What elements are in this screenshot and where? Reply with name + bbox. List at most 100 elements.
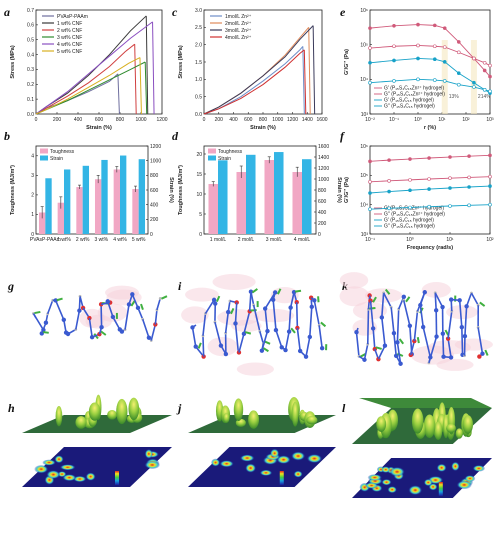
bond: [202, 335, 205, 357]
contour-blob: [85, 472, 96, 481]
hydrogen-bond-marker: [140, 303, 144, 311]
surface-peak: [411, 408, 424, 434]
bond: [458, 300, 463, 328]
f-legend-label: G' (P₁₅S₄C₁₅ hydrogel): [384, 218, 434, 224]
a-xtick-label: 400: [74, 117, 83, 123]
hydrogen-bond-marker: [375, 346, 382, 350]
contour-blob: [59, 464, 76, 471]
hydrogen-bond-marker: [244, 331, 252, 335]
b-category-label: 4 wt%: [113, 237, 127, 243]
hydrogen-bond-marker: [276, 288, 282, 295]
hydrogen-bond-marker: [161, 295, 168, 300]
b-y2tick-label: 400: [150, 202, 159, 208]
f-legend-label: G'' (P₁₅S₄C₁₅ hydrogel): [384, 224, 435, 230]
panel-label-b: b: [4, 129, 10, 143]
contour-blob: [293, 470, 303, 478]
c-xtick-label: 0: [203, 117, 206, 123]
d-ytick-label: 15: [196, 172, 202, 178]
e-legend-label: G' (P₁₅S₄C₁₅ hydrogel): [384, 98, 434, 104]
panel-label-g: g: [7, 279, 14, 293]
bond: [409, 340, 416, 356]
a-legend-label: 4 wt% CNF: [57, 42, 82, 48]
a-series-line: [35, 43, 136, 115]
a-ytick-label: 0.4: [27, 52, 34, 58]
d-legend-label: Toughness: [218, 149, 243, 155]
bond: [366, 309, 370, 345]
hydrogen-bond-marker: [130, 300, 136, 307]
atom: [420, 324, 426, 330]
bond: [442, 333, 445, 357]
surface-peak: [128, 397, 140, 421]
a-xtick-label: 1200: [156, 117, 167, 123]
c-xtick-label: 1600: [316, 117, 327, 123]
hydrogen-bond-marker: [56, 297, 63, 302]
hydrogen-bond-marker: [484, 349, 489, 356]
e-data-point: [392, 79, 396, 83]
f-xtick-label: 10⁰: [406, 237, 414, 243]
atom: [441, 354, 446, 359]
atom: [87, 315, 92, 321]
a-series-line: [35, 57, 141, 115]
d-y2tick-label: 1000: [318, 177, 329, 183]
bond: [381, 292, 385, 318]
contour-blob: [245, 463, 257, 473]
f-plot-frame: [369, 145, 491, 235]
contour-blob: [306, 453, 323, 464]
d-bar: [246, 154, 256, 234]
surface-peak: [223, 413, 230, 424]
atom: [391, 330, 397, 336]
c-series-line: [203, 27, 310, 115]
hydrogen-bond-marker: [294, 289, 302, 293]
interaction-region: [339, 286, 370, 307]
f-xtick-label: 10¹: [446, 237, 454, 243]
c-ytick-label: 0.0: [195, 112, 202, 118]
f-data-point: [448, 155, 452, 159]
f-xlabel: Frequency (rad/s): [407, 245, 453, 251]
interaction-surface-j: [188, 397, 336, 487]
bond: [252, 304, 261, 332]
interaction-region: [212, 273, 256, 291]
a-legend-label: PVAsP-PAAm: [57, 14, 88, 20]
panel-label-j: j: [176, 401, 182, 415]
e-data-point: [488, 89, 492, 94]
f-data-point: [368, 180, 372, 184]
a-ylabel: Stress (MPa): [10, 45, 16, 78]
d-bar: [208, 184, 218, 234]
a-legend-label: 2 wt% CNF: [57, 28, 82, 34]
c-xtick-label: 1000: [272, 117, 283, 123]
e-data-point: [488, 63, 492, 68]
f-data-point: [467, 203, 471, 208]
bond: [464, 306, 468, 337]
c-ytick-label: 1.0: [195, 77, 202, 83]
f-data-point: [448, 176, 452, 180]
surface-peak: [442, 414, 449, 439]
bond: [88, 317, 93, 338]
interaction-region: [421, 282, 451, 298]
bond: [382, 292, 392, 308]
bond: [67, 328, 77, 335]
f-data-point: [387, 189, 391, 194]
interaction-surface-l: [352, 398, 492, 498]
hydrogen-bond-marker: [34, 310, 41, 315]
bond: [465, 292, 473, 307]
b-ytick-label: 4: [31, 154, 34, 160]
e-yield-band: [470, 40, 477, 114]
d-ylabel: Toughness (MJ/m³): [177, 165, 184, 215]
contour-blob: [259, 469, 273, 476]
interaction-region: [352, 319, 378, 336]
hydrogen-bond-marker: [197, 342, 202, 349]
c-fracture-line: [312, 25, 316, 115]
bond: [295, 302, 299, 328]
e-data-point: [442, 79, 447, 83]
atom: [401, 294, 407, 300]
hydrogen-bond-marker: [317, 296, 320, 303]
f-data-point: [408, 188, 412, 193]
f-data-point: [488, 202, 492, 207]
e-data-point: [456, 82, 461, 87]
atom: [368, 298, 373, 303]
hydrogen-bond-marker: [405, 296, 411, 303]
b-bar: [76, 187, 83, 234]
hydrogen-bond-marker: [479, 301, 486, 307]
d-category-label: 4 mol/L: [294, 237, 311, 243]
